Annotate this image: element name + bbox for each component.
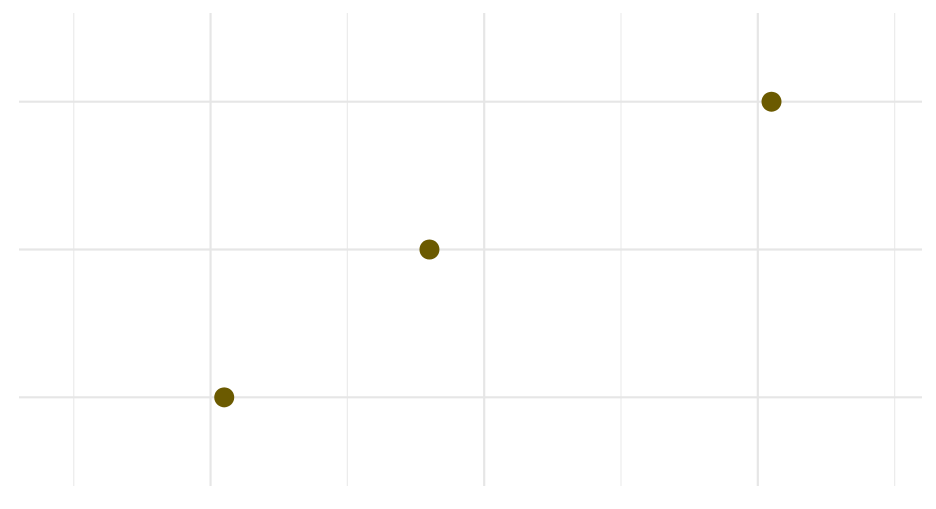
data-points xyxy=(214,91,782,408)
scatter-point xyxy=(214,387,235,408)
scatter-point xyxy=(419,239,440,260)
grid-lines xyxy=(19,13,922,486)
scatter-point xyxy=(761,91,782,112)
